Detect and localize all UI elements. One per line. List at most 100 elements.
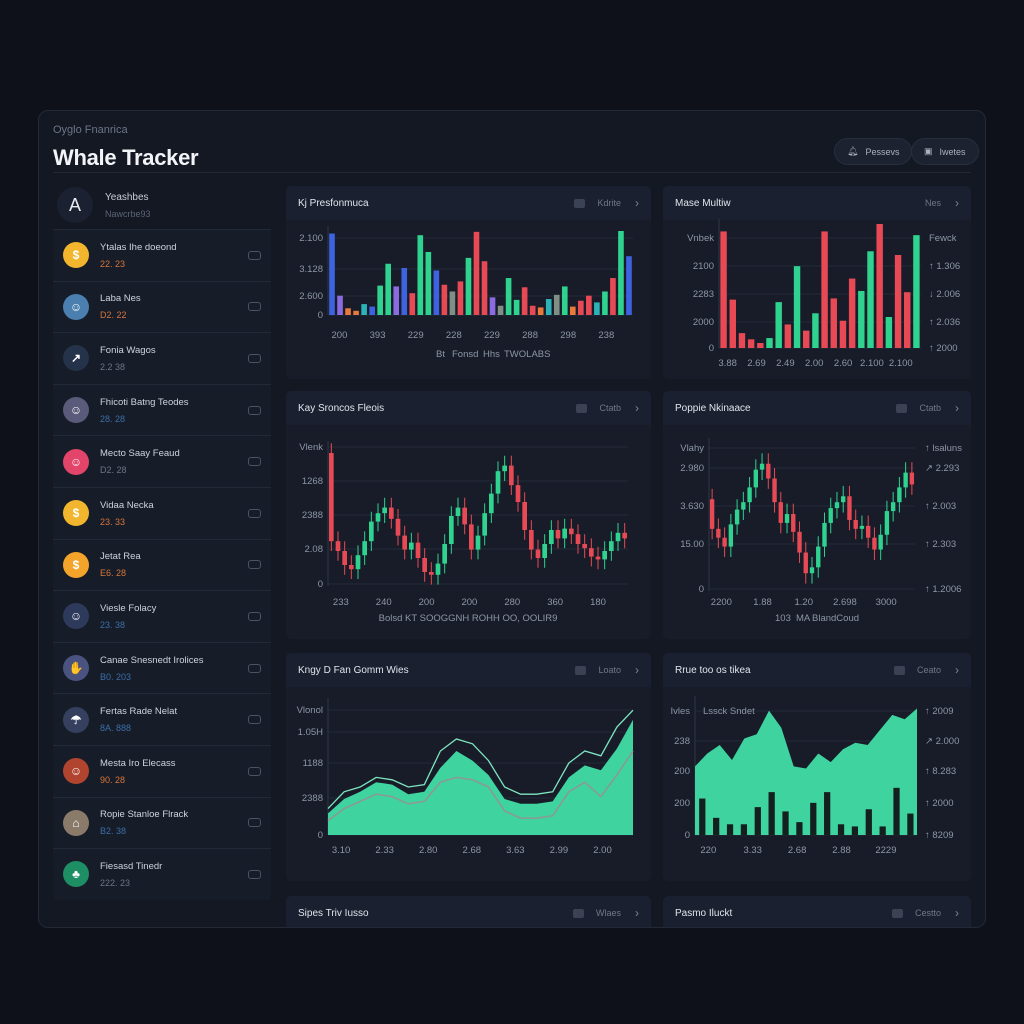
chat-icon[interactable]	[248, 302, 261, 312]
list-item[interactable]: $ Vidaa Necka 23. 33	[53, 486, 271, 539]
right-tick-label: ↓ 2.006	[929, 289, 960, 300]
chevron-right-icon[interactable]: ›	[955, 663, 959, 677]
chat-icon[interactable]	[248, 663, 261, 673]
list-item[interactable]: $ Jetat Rea E6. 28	[53, 538, 271, 591]
whale-value: D2. 28	[100, 465, 127, 476]
list-item[interactable]: ⌂ Ropie Stanloe Flrack B2. 38	[53, 796, 271, 849]
avatar: $	[63, 242, 89, 269]
list-item[interactable]: ☺ Laba Nes D2. 22	[53, 280, 271, 333]
chat-icon[interactable]	[248, 560, 261, 570]
bar	[425, 252, 432, 315]
chat-icon[interactable]	[248, 611, 261, 621]
list-item[interactable]: ☺ Fhicoti Batng Teodes 28. 28	[53, 383, 271, 436]
profile[interactable]: A Yeashbes Nawcrbe93	[53, 183, 271, 227]
card-filter[interactable]: Ctatb	[599, 403, 621, 413]
bar	[754, 807, 761, 835]
list-item[interactable]: ☺ Mesta Iro Elecass 90. 28	[53, 744, 271, 797]
alerts-button[interactable]: 🔔︎ Pessevs	[834, 138, 913, 165]
chevron-right-icon[interactable]: ›	[955, 906, 959, 920]
bar	[839, 320, 847, 348]
card-filter[interactable]: Kdrite	[597, 198, 621, 208]
bar	[393, 286, 400, 315]
candle	[734, 509, 740, 525]
menu-icon[interactable]	[576, 403, 588, 413]
list-item[interactable]: $ Ytalas Ihe doeond 22. 23	[53, 229, 271, 281]
menu-icon[interactable]	[574, 198, 586, 208]
right-tick-label: ↑ 2009	[925, 706, 954, 717]
list-item[interactable]: ☺ Mecto Saay Feaud D2. 28	[53, 435, 271, 487]
chevron-right-icon[interactable]: ›	[635, 663, 639, 677]
list-item[interactable]: ↗ Fonia Wagos 2.2 38	[53, 332, 271, 384]
y-tick-label: 0	[699, 584, 704, 595]
chat-icon[interactable]	[248, 818, 261, 828]
candle	[509, 465, 514, 486]
chat-icon[interactable]	[248, 715, 261, 725]
x-tick-label: 3.88	[718, 358, 737, 369]
chat-icon[interactable]	[248, 766, 261, 776]
x-tick-label: 2.00	[593, 845, 612, 856]
candle	[489, 493, 494, 514]
candle	[822, 522, 827, 547]
candle	[872, 537, 877, 550]
chat-icon[interactable]	[248, 508, 261, 518]
whale-name: Fhicoti Batng Teodes	[100, 396, 189, 408]
chat-icon[interactable]	[248, 405, 261, 415]
bar	[699, 798, 706, 835]
candle	[716, 528, 721, 538]
chat-icon[interactable]	[248, 869, 261, 879]
list-item[interactable]: ☺ Viesle Folacy 23. 38	[53, 590, 271, 642]
page-title: Whale Tracker	[53, 145, 199, 170]
candle	[602, 551, 607, 560]
card-filter[interactable]: Ctatb	[919, 403, 941, 413]
bar	[766, 338, 773, 348]
chevron-right-icon[interactable]: ›	[635, 401, 639, 415]
x-tick-label: 3.63	[506, 845, 525, 856]
bar	[409, 293, 416, 315]
avatar: ☺	[63, 397, 89, 424]
chat-icon[interactable]	[248, 457, 261, 467]
profile-name: Yeashbes	[105, 191, 149, 203]
list-item[interactable]: ✋ Canae Snesnedt Irolices B0. 203	[53, 641, 271, 694]
bar	[345, 308, 351, 315]
card-filter[interactable]: Wlaes	[595, 908, 621, 918]
card-filter[interactable]: Loato	[598, 665, 621, 675]
menu-icon[interactable]	[893, 665, 905, 675]
card-filter[interactable]: Cestto	[914, 908, 941, 918]
candle	[575, 534, 581, 544]
candle	[409, 542, 414, 550]
candle	[415, 542, 421, 558]
sidebar: A Yeashbes Nawcrbe93 $ Ytalas Ihe doeond…	[53, 183, 271, 913]
menu-icon[interactable]	[896, 403, 908, 413]
card-filter[interactable]: Nes	[924, 198, 941, 208]
bar	[329, 233, 335, 315]
bar	[865, 809, 872, 835]
bar	[586, 295, 592, 315]
candle	[797, 531, 802, 553]
bar	[894, 255, 902, 348]
chevron-right-icon[interactable]: ›	[955, 401, 959, 415]
legend-item: Bt	[436, 349, 445, 360]
card-filter[interactable]: Ceato	[916, 665, 941, 675]
chevron-right-icon[interactable]: ›	[635, 196, 639, 210]
candle	[903, 472, 908, 488]
menu-icon[interactable]	[575, 665, 587, 675]
candle	[841, 496, 846, 503]
candle	[395, 518, 401, 536]
chevron-right-icon[interactable]: ›	[635, 906, 639, 920]
wallets-button[interactable]: ▣ Iwetes	[911, 138, 979, 165]
candle	[865, 525, 871, 538]
chevron-right-icon[interactable]: ›	[955, 196, 959, 210]
candle	[555, 530, 561, 539]
chat-icon[interactable]	[248, 250, 261, 260]
bar	[747, 339, 755, 348]
list-item[interactable]: ☂ Fertas Rade Nelat 8A. 888	[53, 693, 271, 745]
right-tick-label: ↗ 2.293	[925, 463, 959, 474]
bar	[824, 792, 831, 835]
avatar: ♣	[63, 861, 89, 888]
menu-icon[interactable]	[572, 908, 584, 918]
card-title: Rrue too os tikea	[675, 664, 751, 676]
menu-icon[interactable]	[891, 908, 903, 918]
list-item[interactable]: ♣ Fiesasd Tinedr 222. 23	[53, 848, 271, 900]
chat-icon[interactable]	[248, 353, 261, 363]
y-tick-label: 2000	[693, 317, 714, 328]
